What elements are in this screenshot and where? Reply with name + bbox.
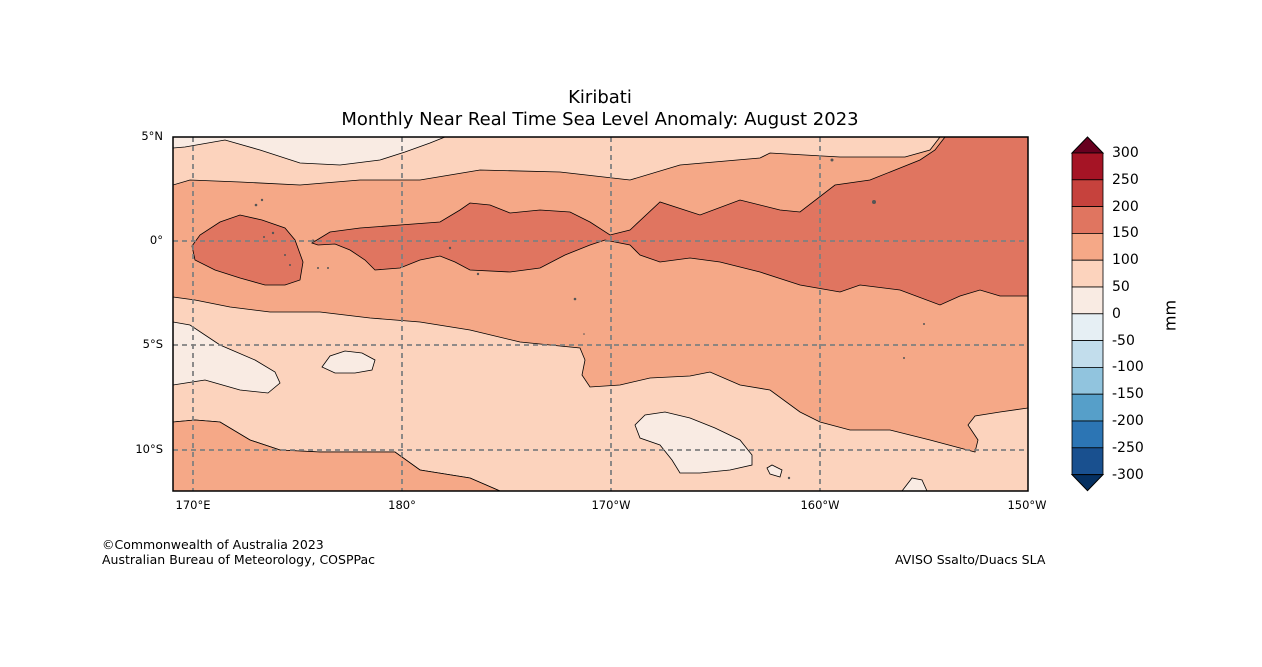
lon-label-170w: 170°W: [591, 498, 631, 512]
colorbar-tick-label: 100: [1112, 252, 1139, 269]
colorbar-tick-label: -300: [1112, 466, 1144, 483]
colorbar-swatch: [1071, 259, 1104, 288]
lat-label-10s: 10°S: [135, 442, 163, 456]
colorbar-swatch: [1071, 340, 1104, 368]
colorbar-swatch: [1071, 206, 1104, 234]
colorbar-unit: mm: [1160, 299, 1180, 332]
colorbar-swatch: [1071, 152, 1104, 181]
anomaly-0-50-small-pocket: [321, 350, 376, 374]
colorbar-swatch: [1071, 447, 1104, 475]
islands: [254, 158, 925, 480]
lon-label-160w: 160°W: [800, 498, 840, 512]
data-source-text: AVISO Ssalto/Duacs SLA: [895, 552, 1046, 567]
anomaly-0-50-west-pocket: [173, 321, 281, 394]
lat-label-5n: 5°N: [141, 129, 163, 143]
colorbar-swatch: [1071, 420, 1104, 449]
colorbar-tick-label: 50: [1112, 279, 1130, 295]
colorbar-tick-label: 150: [1112, 225, 1139, 242]
anomaly-0-50-north-pocket: [173, 137, 446, 166]
graticule: [173, 137, 1028, 491]
colorbar-extend-min: [1070, 474, 1105, 492]
lon-label-180: 180°: [388, 498, 416, 512]
anomaly-0-50-islet-pocket: [766, 464, 783, 478]
colorbar-swatch: [1071, 313, 1104, 341]
map-title: Kiribati: [568, 87, 632, 108]
lon-label-150w: 150°W: [1007, 498, 1047, 512]
colorbar-swatch: [1071, 366, 1104, 395]
colorbar-tick-label: -50: [1112, 332, 1135, 349]
colorbar-swatch: [1071, 286, 1104, 315]
colorbar-tick-label: -200: [1112, 413, 1144, 429]
colorbar-tick-label: 300: [1112, 145, 1139, 161]
colorbar-swatch: [1071, 232, 1104, 261]
map-frame: [172, 136, 1029, 492]
colorbar-tick-label: -250: [1112, 439, 1144, 456]
agency-text: Australian Bureau of Meteorology, COSPPa…: [102, 552, 375, 567]
colorbar-extend-max: [1070, 136, 1105, 154]
lat-label-equator: 0°: [149, 233, 163, 247]
copyright-text: ©Commonwealth of Australia 2023: [102, 537, 324, 552]
anomaly-150-200-equatorial-tongue: [191, 137, 1028, 306]
colorbar: [1070, 136, 1105, 492]
colorbar-tick-label: 0: [1112, 305, 1121, 322]
colorbar-tick-label: -100: [1112, 359, 1144, 376]
lat-label-5s: 5°S: [142, 337, 163, 351]
colorbar-tick-label: 250: [1112, 171, 1139, 188]
lon-label-170e: 170°E: [175, 498, 211, 512]
colorbar-tick-label: 200: [1112, 198, 1139, 215]
map-subtitle: Monthly Near Real Time Sea Level Anomaly…: [341, 109, 859, 130]
footer-credits: ©Commonwealth of Australia 2023 Australi…: [102, 537, 375, 567]
anomaly-0-50-corner-pocket: [901, 477, 928, 491]
colorbar-swatch: [1071, 393, 1104, 422]
colorbar-tick-label: -150: [1112, 386, 1144, 403]
colorbar-swatch: [1071, 179, 1104, 208]
anomaly-100-150-south-band: [173, 419, 501, 491]
